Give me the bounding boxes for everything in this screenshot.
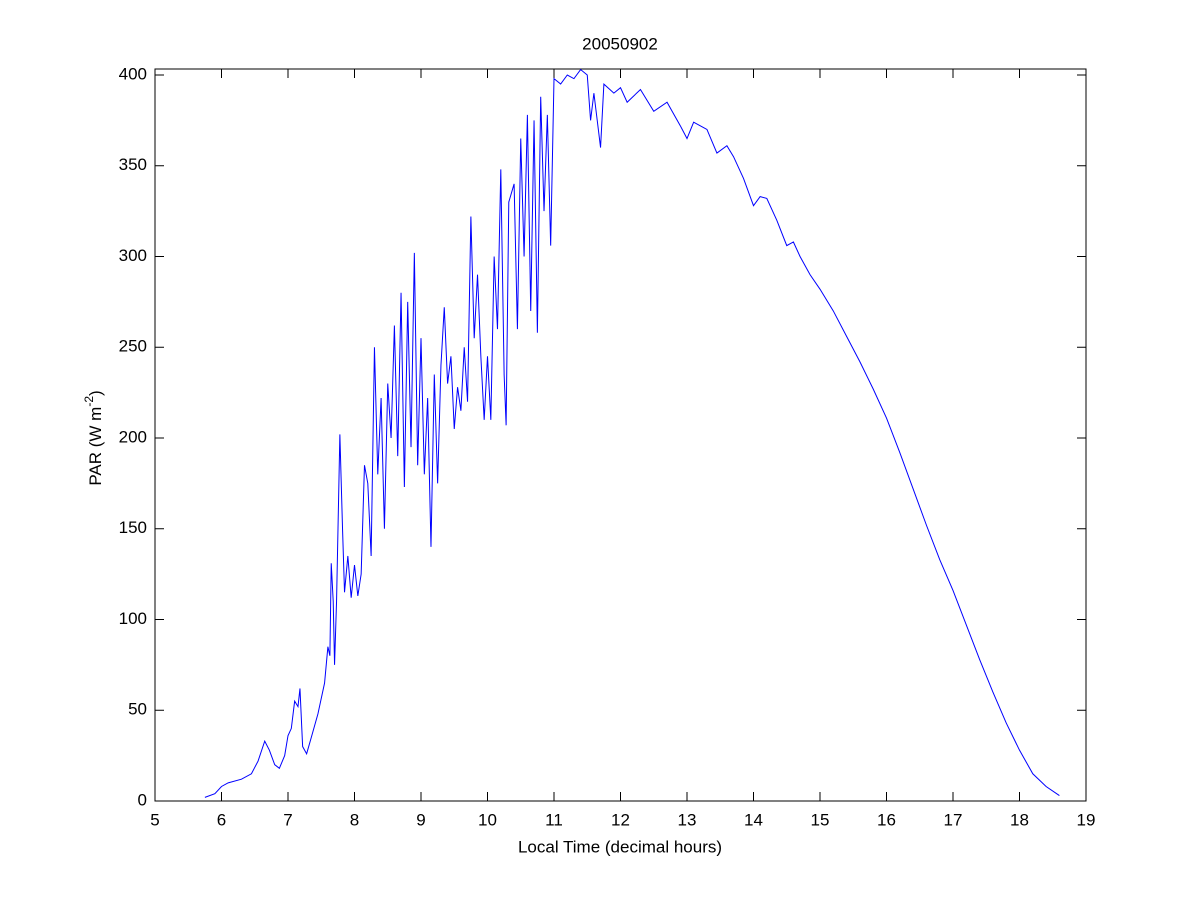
y-tick-label: 100	[119, 609, 147, 628]
x-tick-label: 8	[350, 810, 359, 829]
x-tick-label: 17	[944, 810, 963, 829]
y-tick-label: 150	[119, 518, 147, 537]
chart-title: 20050902	[582, 34, 658, 53]
y-axis-label: PAR (W m-2)	[82, 390, 105, 485]
x-tick-label: 13	[678, 810, 697, 829]
y-tick-label: 300	[119, 246, 147, 265]
x-axis-label: Local Time (decimal hours)	[518, 837, 722, 856]
y-tick-label: 50	[128, 700, 147, 719]
x-tick-label: 11	[545, 810, 563, 829]
y-tick-label: 200	[119, 427, 147, 446]
x-tick-label: 5	[150, 810, 159, 829]
y-tick-label: 350	[119, 155, 147, 174]
y-axis-label-text: )	[86, 390, 105, 396]
x-tick-label: 12	[611, 810, 630, 829]
x-tick-label: 14	[744, 810, 763, 829]
x-tick-label: 9	[416, 810, 425, 829]
x-tick-label: 16	[877, 810, 896, 829]
y-axis-label-superscript: -2	[82, 396, 96, 407]
x-tick-label: 10	[478, 810, 497, 829]
x-tick-label: 7	[283, 810, 292, 829]
data-line	[204, 68, 1060, 798]
x-tick-label: 6	[217, 810, 226, 829]
y-tick-label: 400	[119, 64, 147, 83]
x-tick-label: 19	[1077, 810, 1096, 829]
x-tick-label: 18	[1010, 810, 1029, 829]
y-tick-label: 250	[119, 337, 147, 356]
x-tick-label: 15	[811, 810, 830, 829]
y-axis-label-text: PAR (W m	[86, 407, 105, 486]
y-tick-label: 0	[138, 790, 147, 809]
